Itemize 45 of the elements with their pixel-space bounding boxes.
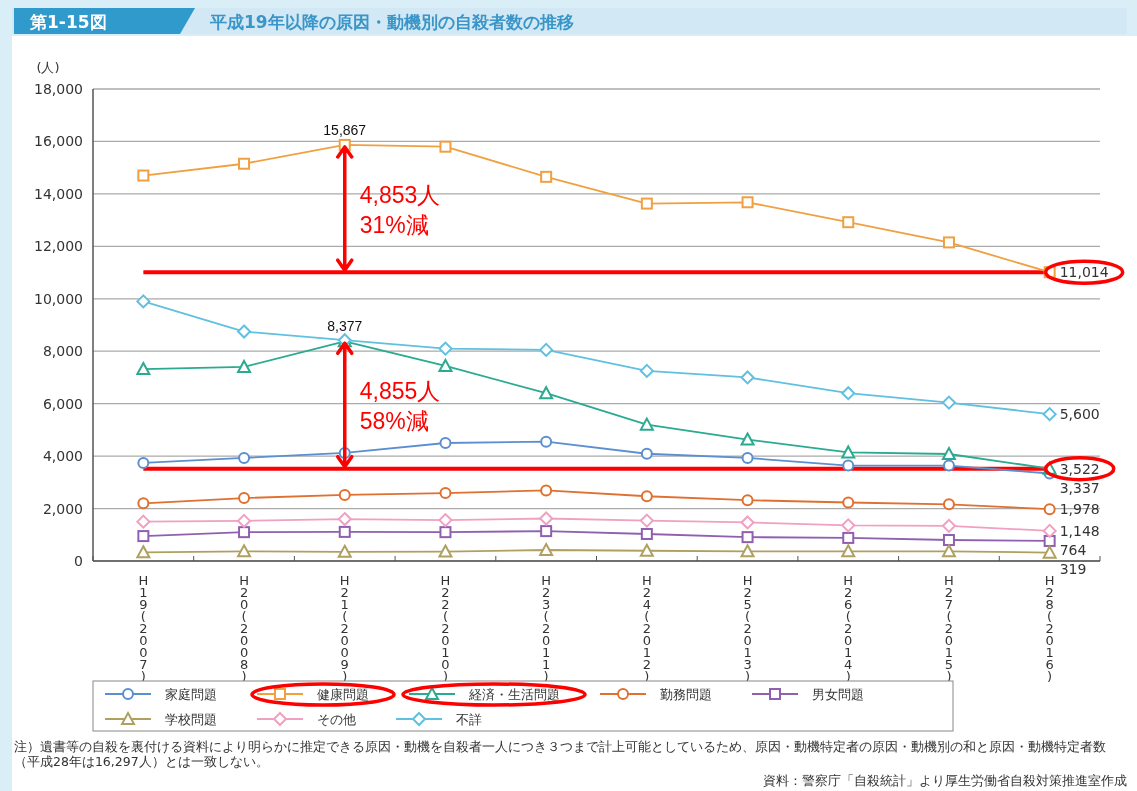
- x-tick-label: H20(2008): [236, 573, 252, 682]
- data-label: 764: [1059, 541, 1087, 558]
- y-tick-label: 0: [74, 553, 83, 569]
- annotation: 4,855人 58%減: [359, 377, 441, 434]
- y-tick-label: 6,000: [42, 395, 83, 412]
- legend-label: 学校問題: [165, 712, 217, 727]
- y-tick-label: 2,000: [42, 500, 83, 517]
- y-tick-label: 4,000: [42, 448, 83, 465]
- legend-label: その他: [317, 712, 356, 727]
- data-label: 319: [1059, 560, 1087, 577]
- y-tick-label: 16,000: [34, 133, 83, 150]
- y-tick-label: 10,000: [34, 290, 83, 307]
- x-tick-label: H26(2014): [840, 573, 856, 682]
- data-label: 8,377: [327, 318, 363, 335]
- text: 資料：警察庁「自殺統計」より厚生労働省自殺対策推進室作成: [763, 773, 1127, 788]
- y-tick-label: 12,000: [34, 238, 83, 255]
- legend-label: 勤務問題: [660, 687, 712, 702]
- data-label: 11,014: [1059, 264, 1109, 281]
- x-tick-label: H21(2009): [337, 573, 353, 682]
- x-tick-label: H23(2011): [538, 573, 554, 682]
- legend-label: 経済・生活問題: [468, 687, 560, 702]
- x-tick-label: H25(2013): [740, 573, 756, 682]
- y-axis-title: (人): [36, 60, 60, 75]
- data-label: 3,522: [1059, 460, 1100, 477]
- legend-label: 男女問題: [812, 687, 864, 702]
- legend-label: 家庭問題: [165, 687, 217, 702]
- data-label: 3,337: [1059, 479, 1100, 496]
- x-tick-label: H27(2015): [941, 573, 957, 682]
- data-label: 15,867: [323, 121, 367, 138]
- data-label: 5,600: [1059, 406, 1100, 423]
- legend-label: 健康問題: [317, 687, 369, 702]
- legend-label: 不詳: [456, 712, 482, 727]
- y-tick-label: 18,000: [34, 81, 83, 97]
- x-tick-label: H28(2016): [1042, 573, 1058, 682]
- data-label: 1,148: [1059, 522, 1100, 539]
- y-tick-label: 8,000: [42, 343, 83, 360]
- data-label: 1,978: [1059, 501, 1100, 518]
- text: 注）遺書等の自殺を裏付ける資料により明らかに推定できる原因・動機を自殺者一人につき３つまで計上可能としているため、原因・動機特定者の原因・動機別の和と原因・動機特定者数（平成28年は16,297人）とは一致しない。: [14, 739, 1107, 769]
- x-tick-label: H24(2012): [639, 573, 655, 682]
- x-tick-label: H19(2007): [135, 573, 151, 682]
- annotation: 4,853人 31%減: [359, 181, 441, 238]
- y-tick-label: 14,000: [34, 185, 83, 202]
- text: 第1-15図: [29, 12, 107, 32]
- x-tick-label: H22(2010): [437, 573, 453, 682]
- chart-title: 平成19年以降の原因・動機別の自殺者数の推移: [209, 12, 574, 32]
